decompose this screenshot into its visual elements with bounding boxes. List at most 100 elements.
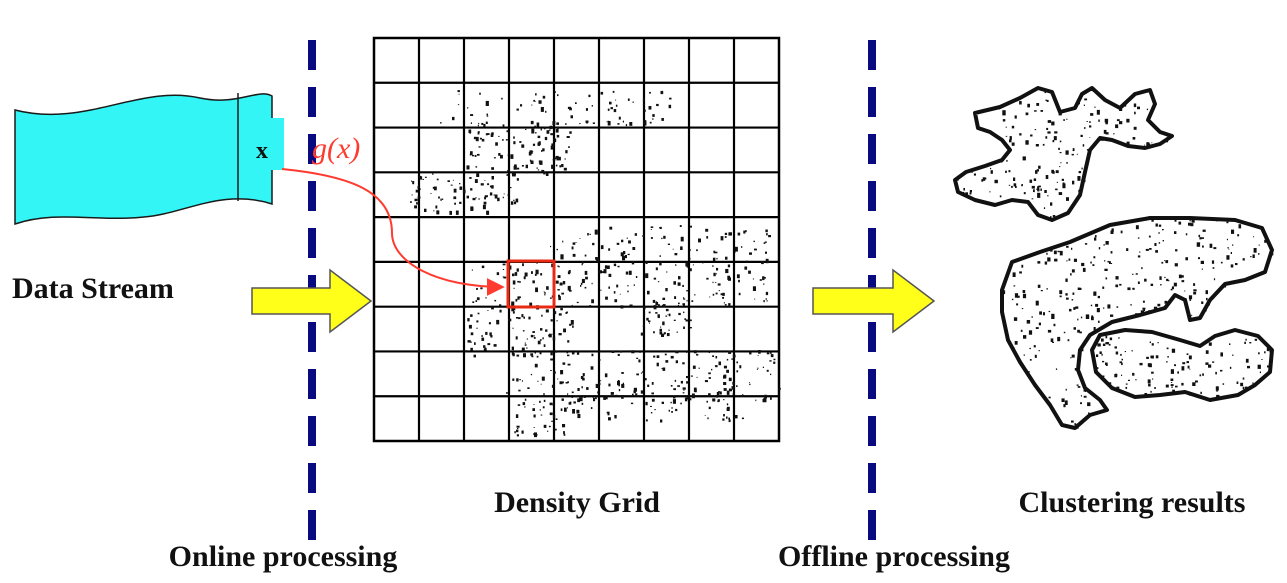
cluster-data-point — [1009, 139, 1012, 143]
cluster-data-point — [1144, 278, 1147, 282]
grid-data-point — [670, 401, 672, 404]
grid-data-point — [541, 376, 545, 381]
cluster-data-point — [1175, 385, 1178, 388]
grid-data-point — [677, 304, 679, 307]
cluster-data-point — [1151, 343, 1154, 346]
grid-data-point — [625, 124, 628, 127]
cluster-data-point — [1014, 293, 1019, 298]
grid-data-point — [633, 387, 637, 392]
grid-data-point — [485, 133, 488, 136]
grid-data-point — [540, 107, 544, 112]
grid-data-point — [659, 255, 661, 257]
cluster-data-point — [1170, 382, 1173, 383]
cluster-data-point — [1154, 243, 1157, 246]
cluster-data-point — [1183, 298, 1187, 301]
cluster-data-point — [1206, 297, 1208, 301]
cluster-data-point — [1264, 351, 1266, 354]
grid-data-point — [533, 414, 536, 418]
cluster-data-point — [1079, 331, 1082, 334]
cluster-data-point — [1135, 379, 1137, 381]
grid-data-point — [553, 326, 555, 328]
grid-data-point — [415, 189, 418, 193]
highlighted-grid-cell — [506, 259, 556, 309]
cluster-data-point — [1242, 386, 1245, 390]
cluster-data-point — [1170, 384, 1174, 386]
grid-data-point — [647, 384, 650, 387]
grid-data-point — [669, 97, 672, 100]
grid-data-point — [457, 90, 460, 93]
grid-data-point — [560, 307, 563, 311]
grid-data-point — [514, 173, 516, 176]
grid-data-point — [686, 290, 688, 292]
grid-data-point — [473, 136, 477, 140]
grid-data-point — [631, 350, 635, 354]
grid-data-point — [582, 377, 585, 381]
grid-data-point — [565, 150, 568, 154]
cluster-data-point — [1189, 368, 1191, 370]
grid-data-point — [614, 415, 616, 418]
grid-data-point — [655, 301, 657, 303]
cluster-data-point — [1165, 384, 1169, 388]
cluster-data-point — [1054, 258, 1058, 262]
grid-data-point — [599, 270, 602, 274]
grid-data-point — [716, 395, 718, 398]
grid-data-point — [651, 382, 654, 385]
cluster-data-point — [1242, 377, 1245, 380]
cluster-data-point — [1170, 288, 1173, 291]
grid-data-point — [440, 122, 442, 124]
grid-data-point — [524, 398, 527, 401]
cluster-data-point — [1014, 115, 1017, 119]
cluster-data-point — [1258, 253, 1260, 255]
cluster-data-point — [1103, 129, 1107, 134]
grid-data-point — [561, 164, 564, 168]
grid-data-point — [469, 177, 472, 179]
grid-data-point — [692, 365, 696, 369]
cluster-data-point — [1188, 222, 1191, 226]
cluster-data-point — [1164, 300, 1168, 304]
grid-data-point — [530, 120, 534, 125]
grid-data-point — [535, 101, 537, 102]
cluster-data-point — [1115, 351, 1119, 355]
grid-data-point — [682, 362, 685, 365]
cluster-data-point — [1105, 335, 1108, 339]
cluster-data-point — [1111, 228, 1114, 232]
grid-data-point — [766, 352, 770, 355]
grid-data-point — [470, 332, 474, 336]
cluster-data-point — [1029, 347, 1031, 350]
cluster-data-point — [1135, 225, 1139, 230]
cluster-data-point — [1029, 359, 1032, 361]
grid-data-point — [540, 414, 543, 416]
grid-data-point — [620, 305, 624, 309]
grid-data-point — [709, 296, 711, 298]
cluster-data-point — [1059, 295, 1062, 298]
cluster-data-point — [1232, 354, 1234, 356]
grid-data-point — [544, 136, 548, 141]
cluster-data-point — [1202, 245, 1204, 248]
grid-data-point — [424, 176, 427, 178]
grid-data-point — [575, 395, 578, 398]
grid-data-point — [640, 332, 644, 336]
grid-data-point — [723, 414, 725, 417]
grid-data-point — [465, 127, 467, 129]
grid-data-point — [485, 297, 487, 299]
cluster-data-point — [1098, 320, 1100, 323]
grid-data-point — [515, 336, 518, 340]
cluster-data-point — [1096, 308, 1100, 313]
grid-data-point — [679, 225, 682, 227]
grid-data-point — [603, 396, 606, 400]
grid-data-point — [516, 429, 519, 433]
grid-data-point — [474, 179, 478, 183]
cluster-data-point — [1080, 402, 1082, 405]
grid-data-point — [696, 376, 698, 378]
grid-data-point — [511, 172, 515, 176]
grid-data-point — [691, 300, 694, 302]
cluster-data-point — [1019, 101, 1022, 105]
cluster-data-point — [1061, 178, 1064, 181]
grid-data-point — [478, 122, 480, 125]
grid-data-point — [531, 355, 534, 358]
grid-data-point — [567, 381, 569, 384]
grid-data-point — [726, 390, 730, 395]
grid-data-point — [510, 154, 514, 159]
grid-data-point — [466, 165, 470, 170]
grid-data-point — [459, 201, 462, 204]
